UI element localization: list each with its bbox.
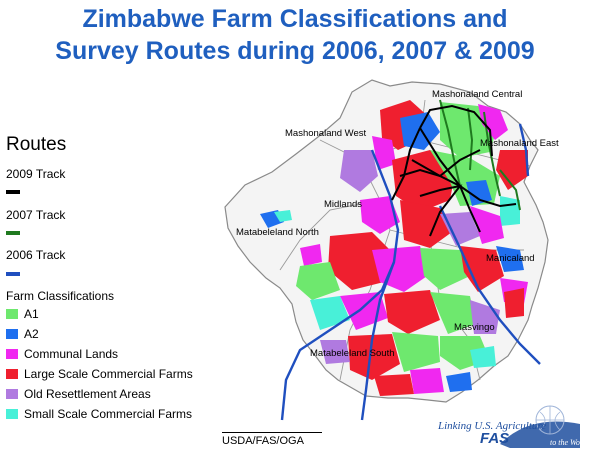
farm-patch-communal [470,206,504,244]
farm-patch-lscf [328,232,392,290]
route-2006 [280,123,541,421]
farm-patch-old-resettlement [320,340,350,364]
farm-patch-lscf [384,290,440,334]
farm-patch-communal [360,196,400,234]
legend-swatch-large-scale-commercial-farms [6,368,18,379]
legend-swatch-a1 [6,308,18,319]
legend-swatch-small-scale-commercial-farms [6,408,18,419]
region-label-manicaland: Manicaland [486,253,535,264]
legend-label-a2: A2 [24,327,39,341]
farm-patch-a1 [430,292,476,334]
farm-patch-lscf [504,288,524,318]
fas-logo [500,405,580,448]
farm-classifications-title: Farm Classifications [6,289,115,303]
zimbabwe-map: Mashonaland Central Mashonaland West Mas… [224,79,559,421]
region-label-masvingo: Masvingo [454,322,495,333]
route-2009-label: 2009 Track [6,167,66,181]
farm-patch-a2 [400,112,440,150]
legend-label-large-scale-commercial-farms: Large Scale Commercial Farms [24,367,193,381]
legend-label-small-scale-commercial-farms: Small Scale Commercial Farms [24,407,193,421]
route-2006-swatch [6,272,20,276]
farm-patch-sscf [500,196,520,226]
legend-item-a2: A2 [6,327,39,343]
legend-item-large-scale-commercial-farms: Large Scale Commercial Farms [6,367,193,383]
source-credit: USDA/FAS/OGA [222,432,322,447]
logo-suffix: to the World [550,438,590,447]
region-label-matabeleland-south: Matabeleland South [310,348,395,359]
farm-patch-lscf [348,334,400,380]
logo-name: FAS [480,430,510,447]
region-label-mashonaland-west: Mashonaland West [285,128,367,139]
legend-item-communal-lands: Communal Lands [6,347,118,363]
legend-label-old-resettlement-areas: Old Resettlement Areas [24,387,151,401]
farm-patch-a2 [446,372,472,392]
farm-patch-old-resettlement [440,212,480,246]
farm-patch-a1 [392,332,440,372]
route-2006-label: 2006 Track [6,248,66,262]
farm-patch-lscf [460,246,504,292]
farm-patch-a1 [296,262,340,300]
region-label-matabeleland-north: Matabeleland North [236,227,319,238]
logo-tagline: Linking U.S. Agriculture [438,420,547,432]
farm-patch-old-resettlement [340,150,378,192]
legend-item-a1: A1 [6,307,39,323]
farm-patches [260,100,528,396]
legend-label-a1: A1 [24,307,39,321]
route-2009 [391,104,517,237]
legend-label-communal-lands: Communal Lands [24,347,119,361]
legend-swatch-a2 [6,328,18,339]
farm-patch-sscf [274,210,292,222]
route-2007-label: 2007 Track [6,208,66,222]
legend-item-old-resettlement-areas: Old Resettlement Areas [6,387,151,403]
map-title-line-1: Zimbabwe Farm Classifications and [82,5,508,33]
farm-patch-communal [300,244,322,266]
route-2007-swatch [6,231,20,235]
farm-patch-a2 [496,246,524,272]
farm-patch-sscf [310,296,350,330]
region-label-mashonaland-east: Mashonaland East [480,138,559,149]
legend-swatch-communal-lands [6,348,18,359]
region-label-midlands: Midlands [324,199,362,210]
farm-patch-a2 [466,180,492,206]
routes-legend-title: Routes [6,134,67,155]
farm-patch-communal [410,368,444,394]
legend-swatch-old-resettlement-areas [6,388,18,399]
farm-patch-lscf [374,374,414,396]
farm-patch-a1 [420,248,470,290]
region-label-mashonaland-central: Mashonaland Central [432,89,522,100]
farm-patch-communal [478,104,508,140]
legend-item-small-scale-commercial-farms: Small Scale Commercial Farms [6,407,192,423]
route-2009-swatch [6,190,20,194]
farm-patch-communal [372,136,396,170]
map-title-line-2: Survey Routes during 2006, 2007 & 2009 [55,37,535,65]
farm-patch-lscf [496,150,528,190]
region-labels: Mashonaland Central Mashonaland West Mas… [236,89,559,359]
farm-patch-sscf [470,346,496,368]
